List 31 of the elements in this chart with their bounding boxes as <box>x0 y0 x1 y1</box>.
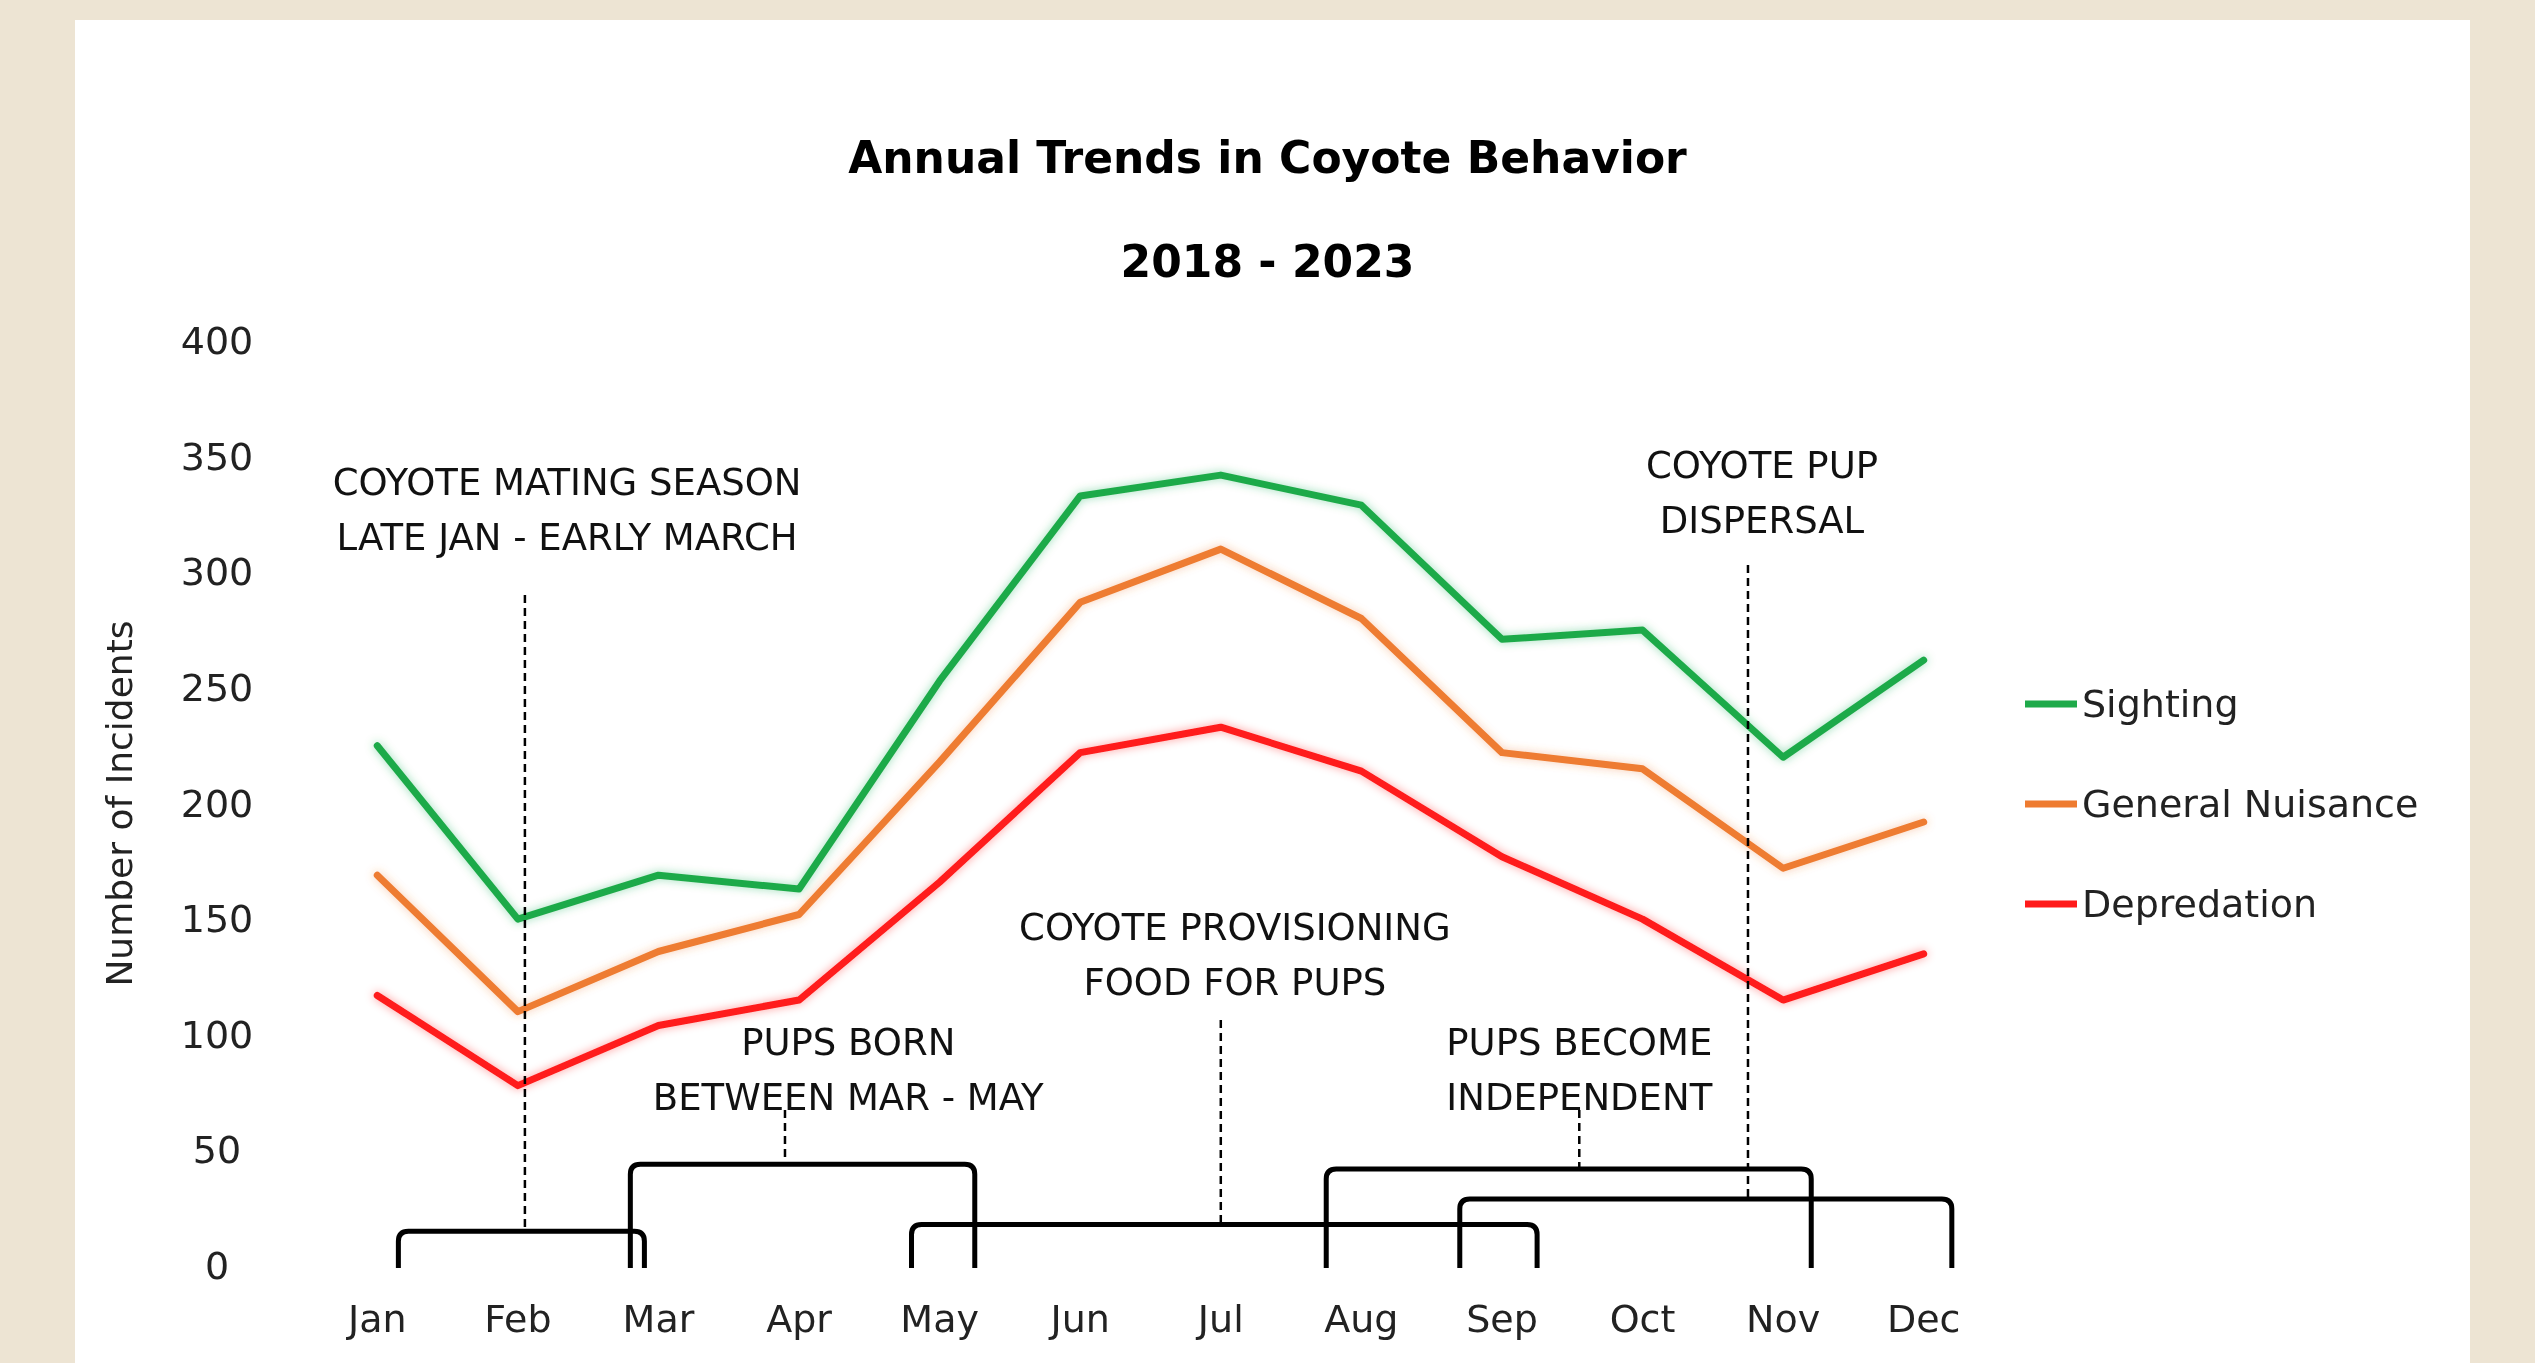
x-tick-label: Jan <box>346 1297 407 1341</box>
y-tick-label: 200 <box>180 781 254 826</box>
annotation: COYOTE PROVISIONING FOOD FOR PUPS <box>1019 906 1451 1004</box>
y-tick-label: 50 <box>192 1128 242 1173</box>
y-tick-label: 250 <box>180 665 254 710</box>
legend-label: Depredation <box>2082 882 2318 926</box>
annotation: COYOTE PUP DISPERSAL <box>1645 444 1879 542</box>
x-tick-label: Oct <box>1609 1297 1676 1341</box>
y-tick-label: 300 <box>180 550 254 595</box>
x-tick-label: Jul <box>1195 1297 1244 1341</box>
x-tick-label: Aug <box>1324 1297 1399 1341</box>
y-tick-label: 0 <box>204 1244 230 1288</box>
x-tick-label: Mar <box>622 1297 695 1341</box>
chart-title: Annual Trends in Coyote Behavior 2018 - 2023 <box>848 131 1687 287</box>
annotation: PUPS BORN BETWEEN MAR - MAY <box>652 1021 1045 1119</box>
annotation: PUPS BECOME INDEPENDENT <box>1446 1021 1713 1119</box>
x-tick-label: Sep <box>1466 1297 1538 1341</box>
y-tick-label: 400 <box>180 319 254 363</box>
x-tick-label: Nov <box>1746 1297 1821 1341</box>
y-tick-label: 100 <box>180 1012 254 1057</box>
y-axis-title: Number of Incidents <box>98 620 140 987</box>
legend-label: Sighting <box>2082 682 2239 726</box>
y-tick-label: 150 <box>180 897 254 942</box>
x-tick-label: Feb <box>484 1297 552 1341</box>
annotation: COYOTE MATING SEASON LATE JAN - EARLY MARCH <box>332 461 802 559</box>
x-tick-label: May <box>900 1297 979 1341</box>
x-tick-label: Jun <box>1048 1297 1110 1341</box>
x-tick-label: Dec <box>1886 1297 1961 1341</box>
y-tick-label: 350 <box>180 434 254 479</box>
legend-label: General Nuisance <box>2082 782 2419 826</box>
x-tick-label: Apr <box>766 1297 833 1341</box>
